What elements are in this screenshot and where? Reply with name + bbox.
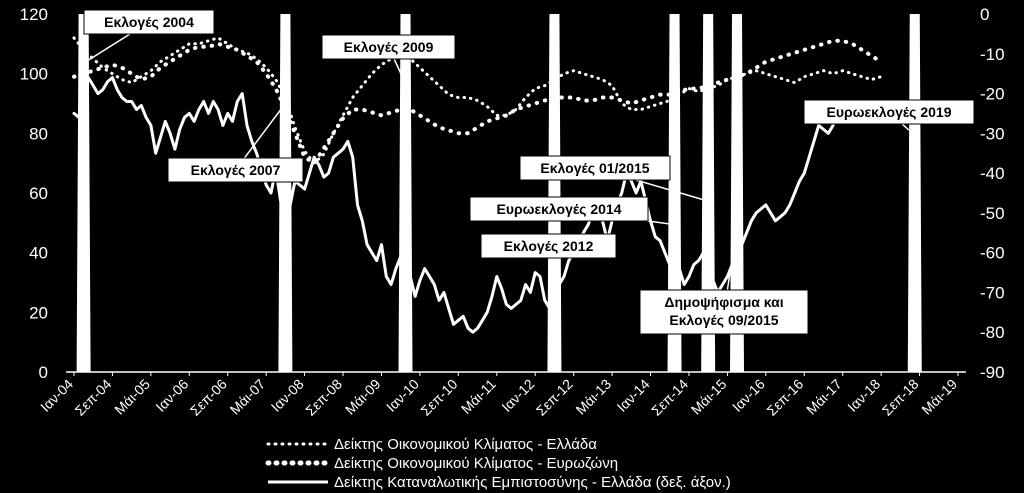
election-bar-6 — [730, 14, 744, 372]
y-left-tick: 20 — [29, 303, 48, 322]
y-right-tick: -50 — [980, 204, 1005, 223]
annotation-box-5 — [519, 155, 671, 181]
election-bar-4 — [667, 14, 682, 372]
y-right-tick: -10 — [980, 45, 1005, 64]
annotation-label-1: Εκλογές 2007 — [191, 162, 281, 178]
annotation-label-6: Δημοψήφισμα και Εκλογές 09/2015 — [664, 294, 783, 328]
election-bar-0 — [76, 14, 91, 372]
legend-label-consumer-confidence: Δείκτης Καταναλωτικής Εμπιστοσύνης - Ελλ… — [334, 474, 731, 491]
legend-label-greece-esi: Δείκτης Οικονομικού Κλίματος - Ελλάδα — [334, 436, 597, 453]
election-bar-2 — [398, 14, 413, 372]
annotations: Εκλογές 2004 Εκλογές 2007 Εκλογές 2009 Εκλο… — [83, 9, 975, 335]
y-right-tick: -80 — [980, 323, 1005, 342]
election-bar-3 — [547, 14, 562, 372]
y-right-tick: -20 — [980, 85, 1005, 104]
y-right-tick: -60 — [980, 244, 1005, 263]
y-right-tick: -90 — [980, 363, 1005, 382]
y-right-tick: -70 — [980, 283, 1005, 302]
annotation-label-7: Ευρωεκλογές 2019 — [826, 104, 951, 120]
annotation-label-3: Εκλογές 2012 — [504, 238, 594, 254]
annotation-label-2: Εκλογές 2009 — [344, 39, 434, 55]
y-right-tick: -30 — [980, 124, 1005, 143]
y-right-tick: -40 — [980, 164, 1005, 183]
legend: Δείκτης Οικονομικού Κλίματος - Ελλάδα Δε… — [265, 436, 731, 491]
annotation-box-6 — [639, 289, 809, 335]
y-left-tick: 120 — [20, 5, 48, 24]
annotation-label-4: Ευρωεκλογές 2014 — [496, 201, 621, 217]
annotation-label-5: Εκλογές 01/2015 — [540, 160, 649, 176]
legend-label-eurozone-esi: Δείκτης Οικονομικού Κλίματος - Ευρωζώνη — [334, 455, 618, 472]
election-bar-7 — [907, 14, 922, 372]
y-left-tick: 80 — [29, 124, 48, 143]
annotation-box-0 — [83, 9, 215, 35]
annotation-label-0: Εκλογές 2004 — [104, 14, 194, 30]
y-left-tick: 60 — [29, 184, 48, 203]
election-bar-5 — [701, 14, 716, 372]
annotation-box-4 — [469, 196, 649, 222]
y-left-tick: 40 — [29, 244, 48, 263]
y-left-tick: 0 — [39, 363, 48, 382]
series — [72, 36, 884, 334]
annotation-box-1 — [167, 157, 304, 183]
y-left-tick: 100 — [20, 65, 48, 84]
annotation-box-3 — [480, 233, 617, 259]
series-line-0 — [72, 36, 883, 165]
annotation-box-2 — [321, 34, 456, 60]
y-right-tick: 0 — [980, 5, 989, 24]
annotation-box-7 — [803, 99, 975, 125]
series-line-2 — [72, 76, 835, 334]
